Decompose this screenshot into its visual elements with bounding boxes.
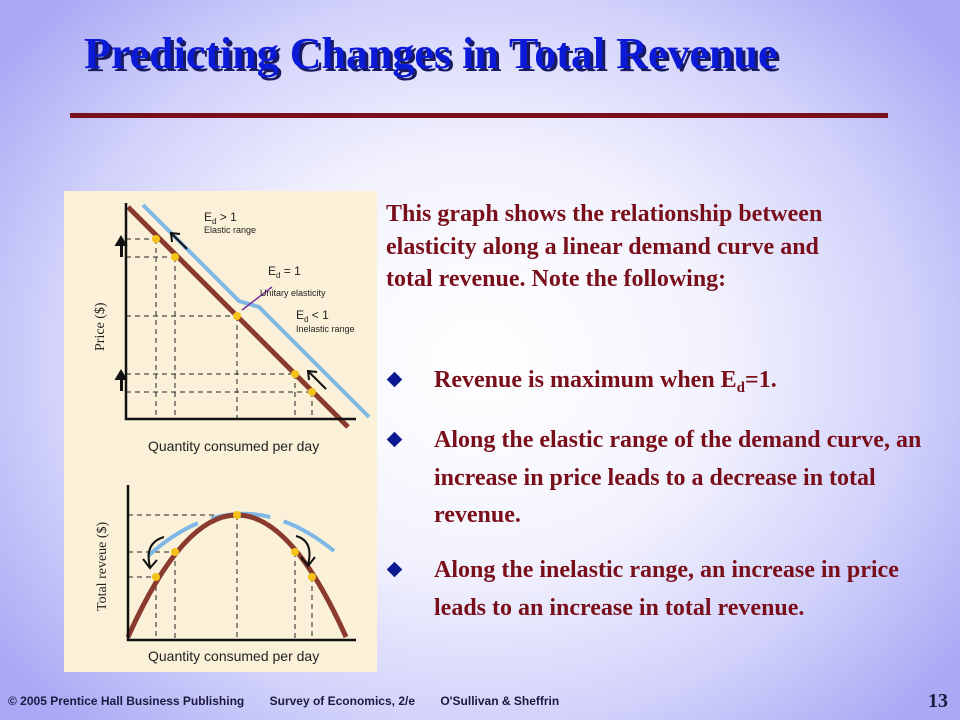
demand-points <box>152 235 316 396</box>
bullet-item: Along the inelastic range, an increase i… <box>386 552 946 627</box>
unitary-pointer <box>241 286 273 311</box>
elasticity-diagram: Ed > 1 Elastic range Ed = 1 Unitary elas… <box>93 203 371 664</box>
unitary-text: Unitary elasticity <box>260 288 326 298</box>
inelastic-label: Ed < 1 <box>296 308 329 324</box>
revenue-x-axis-label: Quantity consumed per day <box>148 648 319 664</box>
slide-title: Predicting Changes in Total Revenue <box>84 29 778 78</box>
curve-movement-arrows <box>169 231 327 390</box>
elastic-range-label: Elastic range <box>204 225 256 235</box>
bullet-list: Revenue is maximum when Ed=1. Along the … <box>386 362 946 627</box>
bullet-text: Along the elastic range of the demand cu… <box>434 427 922 528</box>
footer-copyright: © 2005 Prentice Hall Business Publishing <box>8 694 245 708</box>
revenue-guide-lines <box>128 514 313 639</box>
demand-graph: Ed > 1 Elastic range Ed = 1 Unitary elas… <box>93 203 371 454</box>
footer-authors: O'Sullivan & Sheffrin <box>440 694 560 708</box>
title-divider <box>70 113 888 118</box>
price-axis-label: Price ($) <box>93 302 108 351</box>
elasticity-figure: Ed > 1 Elastic range Ed = 1 Unitary elas… <box>64 191 377 672</box>
footer: © 2005 Prentice Hall Business Publishing… <box>8 694 581 708</box>
revenue-movement-arrows <box>142 535 316 570</box>
unitary-label: Ed = 1 <box>268 264 301 280</box>
diamond-bullet-icon <box>386 561 403 578</box>
demand-x-axis-label: Quantity consumed per day <box>148 438 319 454</box>
bullet-text: Revenue is maximum when Ed=1. <box>434 367 777 396</box>
diamond-bullet-icon <box>386 431 403 448</box>
elastic-label: Ed > 1 <box>204 210 237 226</box>
diamond-bullet-icon <box>386 371 403 388</box>
intro-text: This graph shows the relationship betwee… <box>386 201 823 292</box>
bullet-item: Along the elastic range of the demand cu… <box>386 422 946 552</box>
demand-highlight-band <box>141 203 371 419</box>
page-number: 13 <box>928 690 948 712</box>
price-up-arrows <box>114 235 128 391</box>
bullet-text: Along the inelastic range, an increase i… <box>434 557 899 621</box>
bullet-item: Revenue is maximum when Ed=1. <box>386 362 946 422</box>
total-revenue-axis-label: Total reveue ($) <box>95 521 110 611</box>
total-revenue-graph: Total reveue ($) Quantity consumed per d… <box>95 485 356 664</box>
revenue-points <box>152 511 316 581</box>
inelastic-range-label: Inelastic range <box>296 324 355 334</box>
footer-book: Survey of Economics, 2/e <box>269 694 415 708</box>
demand-guide-lines <box>126 238 313 418</box>
